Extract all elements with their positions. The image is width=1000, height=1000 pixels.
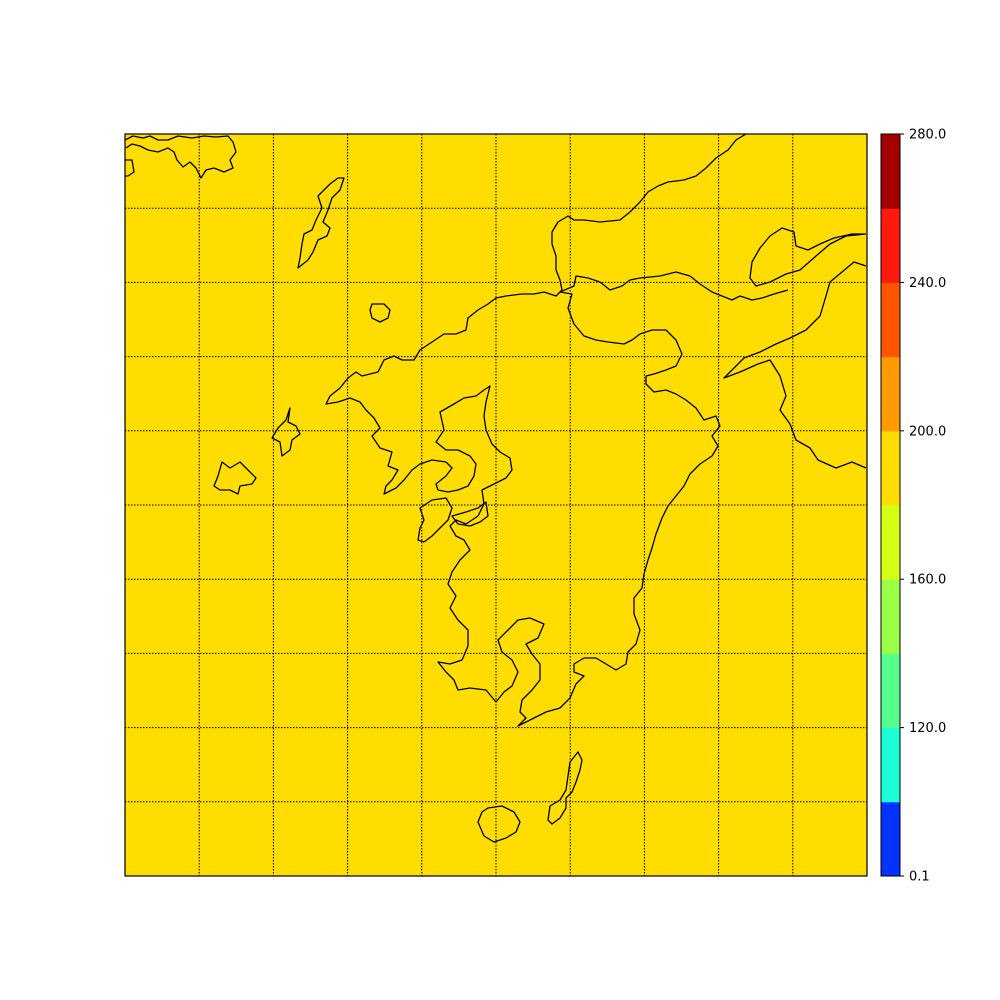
colorbar: 0.1 120.0 160.0 200.0 240.0 280.0 xyxy=(880,128,946,885)
coastline-korea-south-tip xyxy=(125,159,135,177)
colorbar-bins xyxy=(881,134,900,877)
colorbar-bin xyxy=(881,579,900,654)
colorbar-ticks: 0.1 120.0 160.0 200.0 240.0 280.0 xyxy=(900,128,946,885)
map-frame xyxy=(124,133,868,877)
colorbar-tick-label: 160.0 xyxy=(909,573,946,588)
coastlines xyxy=(124,133,867,843)
coastline-amakusa-east xyxy=(451,501,489,527)
colorbar-bin xyxy=(881,208,900,283)
colorbar-bin xyxy=(881,653,900,729)
coastline-amakusa xyxy=(417,497,453,543)
colorbar-bin xyxy=(881,134,900,209)
colorbar-bin xyxy=(881,727,900,803)
map-panel xyxy=(124,133,868,877)
coastline-yakushima xyxy=(477,805,521,843)
colorbar-tick-label: 280.0 xyxy=(909,128,946,143)
coastline-goto-north xyxy=(271,407,301,457)
coastline-seto-north xyxy=(559,271,789,301)
colorbar-bin xyxy=(881,505,900,580)
coastline-honshu xyxy=(495,133,747,299)
coastline-tanegashima xyxy=(547,751,583,825)
colorbar-tick-label: 120.0 xyxy=(909,721,946,736)
coastline-tsushima xyxy=(297,177,345,269)
colorbar-bin xyxy=(881,801,900,877)
colorbar-frame xyxy=(880,133,901,877)
colorbar-bin xyxy=(881,430,900,506)
colorbar-bin xyxy=(881,356,900,432)
coastline-kyushu xyxy=(325,291,721,727)
coastline-goto-south xyxy=(213,461,257,495)
coastline-iki xyxy=(369,303,391,323)
gridlines xyxy=(125,134,867,876)
coastline-korea xyxy=(124,135,237,179)
colorbar-tick-label: 0.1 xyxy=(909,870,930,885)
colorbar-bin xyxy=(881,282,900,358)
colorbar-tick-label: 200.0 xyxy=(909,424,946,439)
coastline-shikoku xyxy=(749,227,867,287)
colorbar-tick-label: 240.0 xyxy=(909,276,946,291)
coastline-shikoku-south xyxy=(723,261,867,469)
